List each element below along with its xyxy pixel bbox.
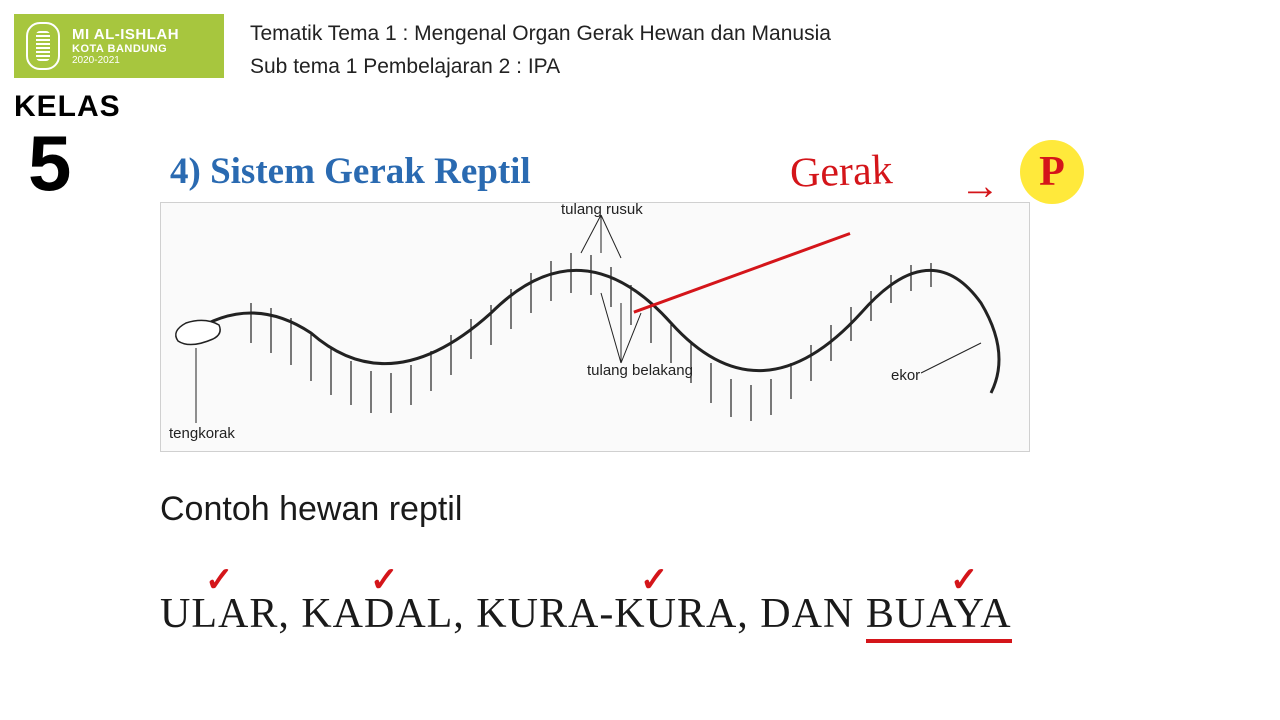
label-ekor: ekor [891,367,920,384]
snake-skeleton-diagram: tengkorak tulang rusuk tulang belakang e… [160,202,1030,452]
checkmark-icon: ✓ [950,560,979,600]
lesson-theme: Tematik Tema 1 : Mengenal Organ Gerak He… [250,18,831,51]
label-tulang-belakang: tulang belakang [587,363,693,380]
annotation-highlight-circle: P [1020,140,1084,204]
school-city: KOTA BANDUNG [72,43,179,55]
label-tulang-rusuk: tulang rusuk [561,201,643,218]
section-title: 4) Sistem Gerak Reptil [170,150,531,193]
examples-pre: ULAR, KADAL, KURA-KURA, DAN [160,591,866,637]
label-tengkorak: tengkorak [169,425,235,442]
annotation-word: Gerak [789,146,893,198]
checkmark-icon: ✓ [205,560,234,600]
examples-subheading: Contoh hewan reptil [160,490,462,529]
lesson-header: Tematik Tema 1 : Mengenal Organ Gerak He… [250,18,831,83]
school-logo-text: MI AL-ISHLAH KOTA BANDUNG 2020-2021 [72,26,179,66]
checkmark-icon: ✓ [370,560,399,600]
annotation-circle-glyph: P [1039,148,1065,196]
school-logo-icon [26,22,60,70]
school-year: 2020-2021 [72,55,179,66]
school-name: MI AL-ISHLAH [72,26,179,43]
grade-number: 5 [28,124,71,202]
snake-skeleton-svg [161,203,1031,453]
checkmark-icon: ✓ [640,560,669,600]
lesson-subtheme: Sub tema 1 Pembelajaran 2 : IPA [250,51,831,84]
examples-line: ULAR, KADAL, KURA-KURA, DAN BUAYA [160,590,1012,638]
examples-buaya: BUAYA [866,591,1012,643]
school-logo-badge: MI AL-ISHLAH KOTA BANDUNG 2020-2021 [14,14,224,78]
